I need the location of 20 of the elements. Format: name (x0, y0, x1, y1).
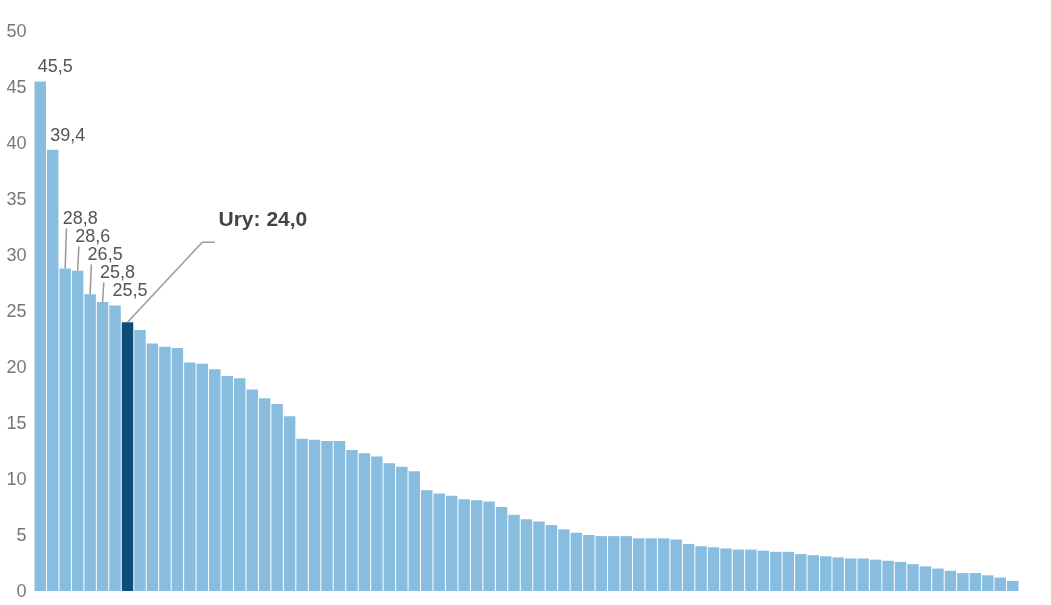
y-tick-label: 20 (6, 356, 27, 377)
data-label: 25,8 (100, 262, 136, 283)
data-label: 26,5 (87, 244, 123, 265)
y-tick-label: 15 (6, 412, 27, 433)
y-tick-label: 5 (16, 524, 27, 545)
data-label: 25,5 (112, 280, 148, 301)
data-label: 39,4 (50, 124, 86, 145)
y-tick-label: 10 (6, 468, 27, 489)
bar (121, 322, 134, 591)
y-tick-label: 45 (6, 76, 27, 97)
data-label: 28,6 (75, 226, 111, 247)
y-tick-label: 35 (6, 188, 27, 209)
y-tick-label: 30 (6, 244, 27, 265)
y-tick-label: 50 (6, 20, 27, 41)
y-tick-label: 0 (16, 580, 27, 601)
y-tick-label: 40 (6, 132, 27, 153)
data-label: 45,5 (37, 56, 73, 77)
y-tick-label: 25 (6, 300, 27, 321)
data-label: Ury: 24,0 (218, 207, 308, 231)
data-label: 28,8 (62, 208, 98, 229)
